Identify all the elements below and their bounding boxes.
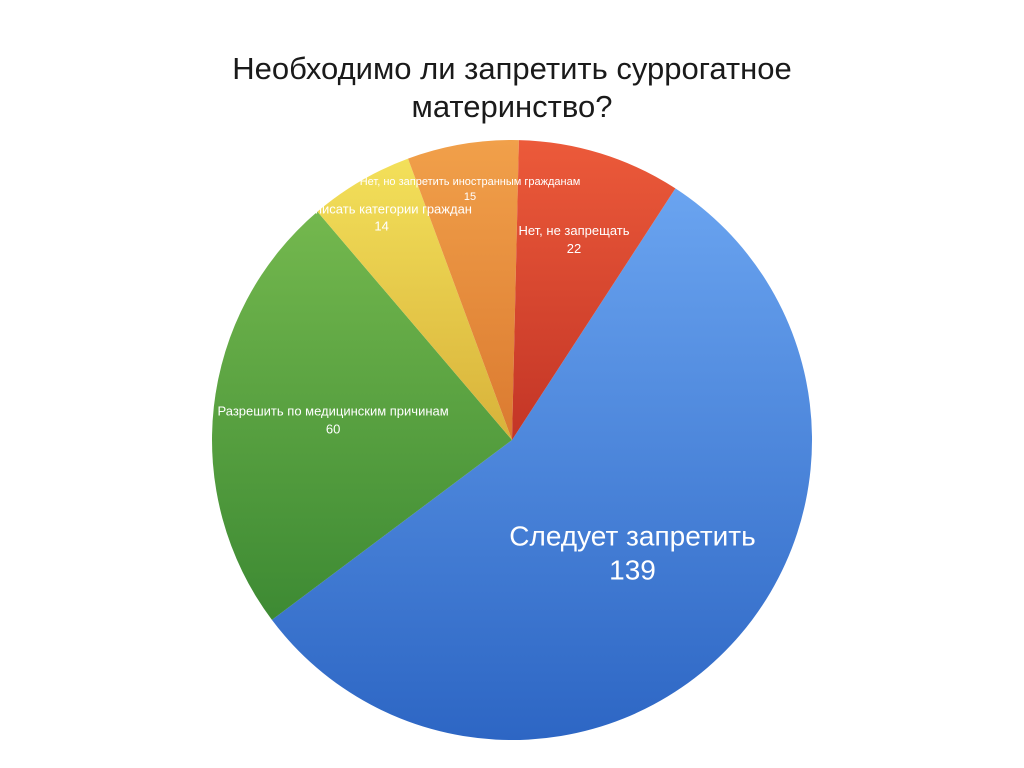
slice-value-3: 14 — [374, 218, 388, 233]
slice-value-5: 22 — [567, 241, 581, 256]
slice-label-1: Следует запретить — [509, 521, 755, 552]
slice-label-4: Нет, но запретить иностранным гражданам — [360, 176, 581, 188]
pie-slice-1 — [271, 188, 813, 741]
slice-label-2: Разрешить по медицинским причинам — [218, 404, 449, 419]
chart-title: Необходимо ли запретить суррогатное мате… — [0, 50, 1024, 126]
pie-slice-4 — [408, 140, 519, 441]
slice-value-2: 60 — [326, 422, 340, 437]
pie-slice-2 — [212, 211, 512, 620]
pie-slices — [212, 140, 813, 741]
chart-title-line-1: Необходимо ли запретить суррогатное — [232, 51, 792, 86]
pie-slice-3 — [317, 158, 512, 440]
slice-value-1: 139 — [609, 555, 656, 586]
slice-label-3: Прописать категории граждан — [291, 201, 472, 216]
pie-slice-5 — [512, 140, 676, 440]
slice-value-4: 15 — [464, 191, 476, 203]
slice-label-5: Нет, не запрещать — [518, 223, 629, 238]
chart-title-line-2: материнство? — [411, 89, 613, 124]
